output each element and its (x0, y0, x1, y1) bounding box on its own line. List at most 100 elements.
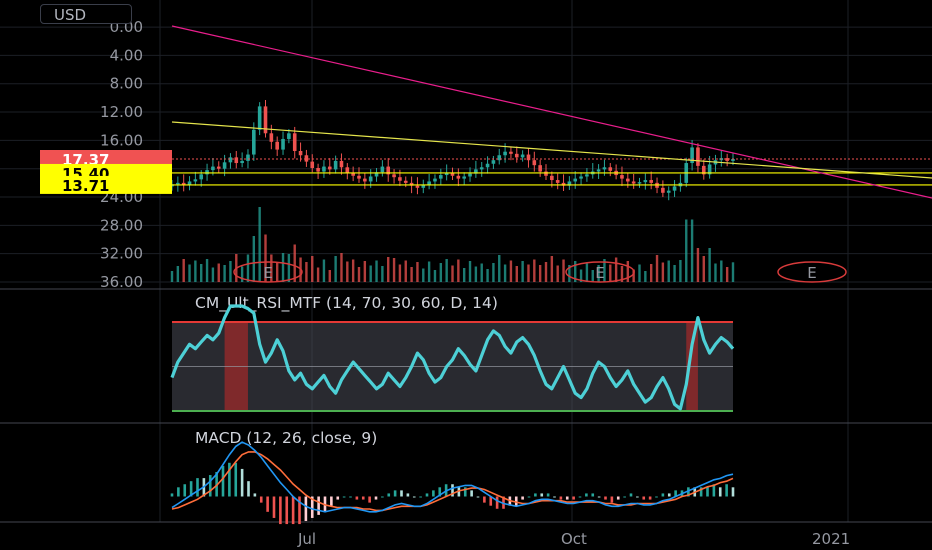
candle-body (450, 172, 455, 176)
x-tick-label: Jul (297, 530, 316, 548)
macd-histogram-bar (183, 484, 187, 497)
volume-bar (574, 261, 577, 282)
macd-histogram-bar (731, 487, 735, 497)
volume-bar (229, 261, 232, 282)
candle-body (561, 182, 566, 186)
volume-bar (381, 266, 384, 282)
candle-body (269, 133, 274, 142)
volume-bar (410, 267, 413, 282)
candle-body (246, 154, 250, 161)
volume-bar (252, 236, 256, 282)
macd-histogram-bar (285, 496, 289, 525)
candle-body (573, 178, 578, 182)
candle-body (468, 173, 472, 177)
volume-bar (433, 270, 437, 282)
price-tag-box (40, 150, 172, 169)
candle-body (649, 180, 653, 183)
candle-body (666, 190, 671, 193)
candle-body (310, 161, 315, 168)
macd-histogram-bar (259, 496, 263, 503)
volume-bar (644, 271, 647, 282)
macd-histogram-bar (616, 496, 620, 500)
candle-body (631, 181, 636, 184)
macd-histogram-bar (699, 487, 703, 497)
y-tick-label: 28.00 (100, 216, 143, 234)
y-tick-label: 16.00 (100, 131, 143, 149)
volume-bar (217, 263, 220, 282)
macd-histogram-bar (610, 496, 614, 503)
candle-body (187, 181, 192, 185)
candle-body (485, 163, 490, 168)
candle-body (205, 170, 209, 175)
volume-bar (211, 267, 215, 282)
volume-bar (398, 264, 402, 282)
candle-body (479, 167, 484, 170)
volume-bar (223, 265, 226, 282)
macd-histogram-bar (330, 496, 333, 506)
candle-body (462, 176, 466, 179)
volume-bar (392, 258, 396, 282)
trendline-magenta (171, 25, 932, 199)
earnings-marker (777, 261, 847, 283)
volume-bar (661, 262, 665, 282)
volume-bars (170, 207, 735, 282)
earnings-label: E (807, 264, 816, 282)
volume-bar (667, 260, 670, 282)
candle-body (374, 172, 379, 177)
macd-histogram-bar (349, 496, 352, 498)
candle-body (357, 175, 361, 179)
candle-body (532, 160, 537, 166)
volume-bar (264, 234, 267, 282)
volume-bar (427, 261, 431, 282)
rsi-title: CM_Ult_RSI_MTF (14, 70, 30, 60, D, 14) (195, 294, 498, 313)
volume-bar (585, 263, 589, 282)
candle-body (281, 138, 285, 150)
candle-body (544, 171, 548, 176)
candle-body (211, 166, 215, 171)
volume-bar (515, 266, 518, 282)
volume-bar (562, 259, 565, 282)
volume-bar (509, 260, 513, 282)
candle-body (327, 166, 332, 170)
macd-histogram-bar (540, 493, 544, 497)
y-tick-label: 36.00 (100, 273, 143, 291)
volume-bar (322, 259, 326, 282)
y-tick-label: 4.00 (110, 46, 143, 64)
candle-body (509, 151, 513, 154)
candle-body (602, 167, 607, 170)
volume-bar (690, 219, 694, 282)
macd-histogram-bar (565, 496, 569, 500)
volume-bar (702, 256, 705, 282)
volume-bar (258, 207, 261, 282)
macd-histogram-bar (534, 493, 537, 497)
currency-selector[interactable]: USD (40, 4, 132, 24)
candle-body (439, 175, 443, 179)
macd-histogram-bar (483, 496, 486, 503)
candle-body (363, 178, 367, 182)
volume-bar (275, 263, 279, 282)
volume-bar (205, 259, 209, 282)
volume-bar (614, 257, 618, 282)
macd-histogram-bar (412, 496, 416, 498)
volume-bar (603, 259, 606, 282)
candle-body (585, 174, 589, 177)
macd-histogram-bar (572, 496, 575, 500)
volume-bar (714, 263, 717, 282)
macd-histogram-bar (374, 496, 378, 500)
macd-histogram-bar (310, 496, 314, 518)
volume-bar (492, 263, 495, 282)
volume-bar (246, 254, 250, 282)
macd-histogram-bar (527, 496, 531, 498)
candle-body (526, 154, 531, 161)
macd-histogram-bar (253, 493, 257, 497)
volume-bar (538, 265, 542, 282)
candle-body (725, 158, 729, 161)
volume-bar (533, 259, 536, 282)
volume-bar (626, 261, 630, 282)
volume-bar (597, 265, 600, 282)
macd-histogram-bar (546, 493, 550, 497)
volume-bar (579, 269, 583, 282)
macd-title: MACD (12, 26, close, 9) (195, 429, 377, 447)
volume-bar (375, 260, 378, 282)
earnings-label: E (263, 264, 272, 282)
